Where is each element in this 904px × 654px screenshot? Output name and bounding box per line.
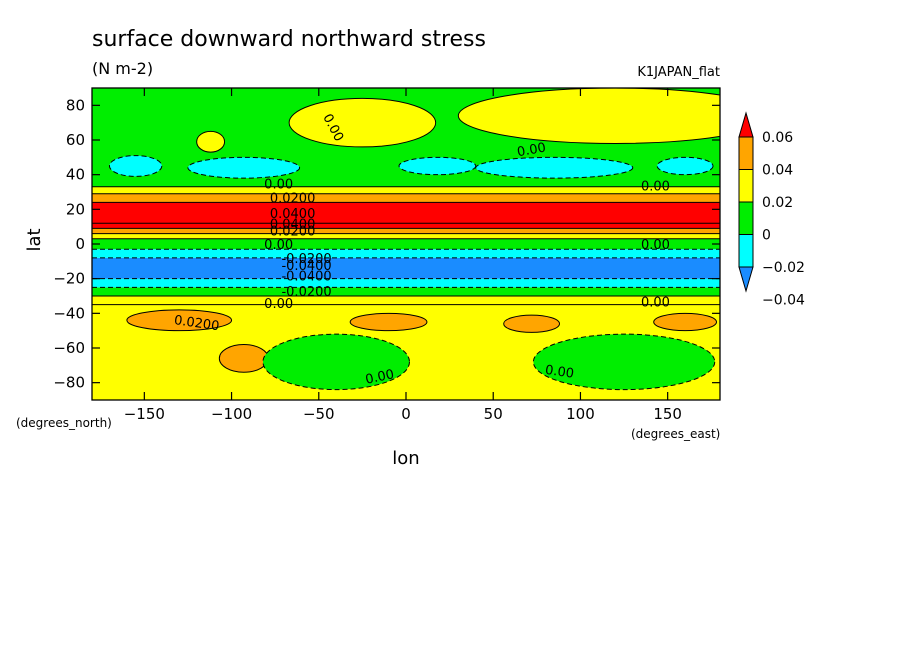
colorbar-arrow-bottom <box>738 266 754 293</box>
contour-label-8: 0.00 <box>264 238 293 253</box>
band-10 <box>92 202 720 224</box>
y-units-label: (degrees_north) <box>16 416 112 430</box>
y-tick-label-2: −40 <box>53 304 85 322</box>
region-7 <box>656 156 714 176</box>
colorbar-label-4: −0.02 <box>762 260 805 276</box>
colorbar-arrow-top <box>738 111 754 138</box>
contour-label-5: 0.0400 <box>270 207 316 222</box>
y-tick-label-5: 20 <box>66 200 85 218</box>
contour-label-13: -0.0200 <box>281 285 331 300</box>
colorbar-label-1: 0.04 <box>762 163 793 179</box>
region-2 <box>457 88 720 144</box>
colorbar-label-5: −0.04 <box>762 293 805 309</box>
band-3 <box>92 278 720 288</box>
y-tick-label-3: −20 <box>53 270 85 288</box>
x-tick-label-2: −50 <box>303 405 335 423</box>
colorbar-segment-1 <box>738 234 754 268</box>
contour-label-4: 0.0200 <box>270 191 316 206</box>
contour-labels: 0.000.000.00 0.000.02000.04000.04000.0200… <box>173 112 670 388</box>
chart-units: (N m-2) <box>92 59 153 78</box>
y-tick-label-6: 40 <box>66 166 85 184</box>
x-tick-label-5: 100 <box>566 405 595 423</box>
x-tick-label-6: 150 <box>653 405 682 423</box>
contour-label-17: 0.00 <box>364 367 395 388</box>
x-tick-label-1: −100 <box>211 405 252 423</box>
colorbar-segment-2 <box>738 201 754 235</box>
region-8 <box>126 309 233 332</box>
chart-title: surface downward northward stress <box>92 27 486 52</box>
contour-label-1: 0.00 <box>516 141 547 161</box>
contour-label-16: 0.0200 <box>173 313 220 334</box>
band-4 <box>92 257 720 279</box>
contour-label-2: 0.00 <box>264 178 293 193</box>
x-tick-label-4: 50 <box>484 405 503 423</box>
band-5 <box>92 249 720 258</box>
region-9 <box>349 312 428 332</box>
colorbar: 0.06 0.04 0.02 0 −0.02 −0.04 <box>738 111 805 309</box>
colorbar-segment-4 <box>738 136 754 170</box>
contour-lines <box>92 186 720 306</box>
region-13 <box>262 333 410 391</box>
y-tick-label-4: 0 <box>75 235 85 253</box>
colorbar-segment-3 <box>738 169 754 203</box>
band-12 <box>92 186 720 194</box>
band-7 <box>92 233 720 239</box>
contour-label-3: 0.00 <box>641 179 670 194</box>
y-tick-label-1: −60 <box>53 339 85 357</box>
region-14 <box>532 333 716 391</box>
contour-label-12: -0.0400 <box>281 269 331 284</box>
band-9 <box>92 223 720 229</box>
contour-label-9: 0.00 <box>641 238 670 253</box>
region-4 <box>187 156 301 179</box>
contour-label-10: -0.0200 <box>281 252 331 267</box>
x-axis-label: lon <box>392 448 419 469</box>
band-1 <box>92 296 720 305</box>
band-8 <box>92 228 720 234</box>
x-tick-label-0: −150 <box>124 405 165 423</box>
colorbar-label-3: 0 <box>762 228 771 244</box>
contour-label-7: 0.0200 <box>270 224 316 239</box>
region-6 <box>475 156 634 179</box>
dataset-label: K1JAPAN_flat <box>637 65 720 80</box>
band-11 <box>92 193 720 203</box>
x-tick-label-3: 0 <box>401 405 411 423</box>
y-tick-label-7: 60 <box>66 131 85 149</box>
contour-label-15: 0.00 <box>641 295 670 310</box>
contour-label-6: 0.0400 <box>270 217 316 232</box>
y-tick-label-8: 80 <box>66 96 85 114</box>
region-11 <box>653 312 718 332</box>
colorbar-label-2: 0.02 <box>762 195 793 211</box>
x-axis: −150 −100 −50 0 50 100 150 <box>124 88 682 423</box>
y-tick-label-0: −80 <box>53 374 85 392</box>
region-5 <box>398 156 477 176</box>
band-2 <box>92 287 720 296</box>
region-10 <box>503 314 561 333</box>
region-1 <box>288 97 437 148</box>
contour-label-14: 0.00 <box>264 297 293 312</box>
contour-fill <box>92 88 720 400</box>
x-units-label: (degrees_east) <box>631 427 720 441</box>
y-axis-label: lat <box>24 228 45 251</box>
colorbar-label-0: 0.06 <box>762 130 793 146</box>
region-12 <box>218 344 269 373</box>
region-3 <box>108 155 163 177</box>
band-6 <box>92 238 720 250</box>
contour-label-11: -0.0400 <box>281 259 331 274</box>
y-axis: −80 −60 −40 −20 0 20 40 60 80 <box>53 96 720 392</box>
contour-label-18: 0.00 <box>544 363 575 382</box>
region-0 <box>196 130 226 153</box>
